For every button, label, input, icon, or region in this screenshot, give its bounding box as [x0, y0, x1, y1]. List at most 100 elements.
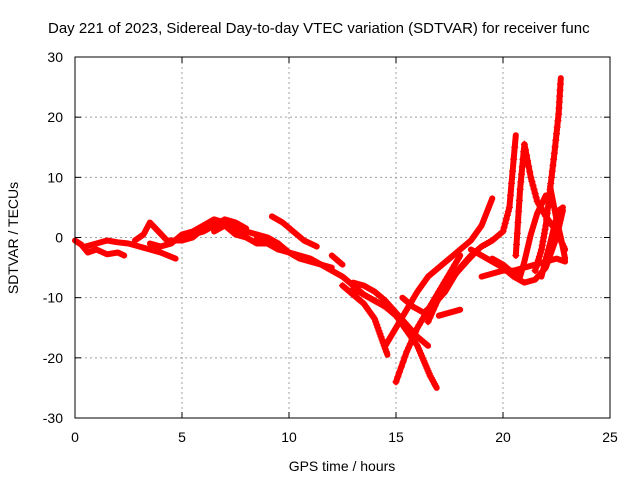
point-marker	[546, 185, 554, 193]
point-marker	[401, 353, 409, 361]
point-marker	[524, 157, 532, 165]
point-marker	[503, 211, 511, 219]
point-marker	[515, 207, 523, 215]
point-marker	[526, 168, 534, 176]
point-marker	[381, 345, 389, 353]
point-marker	[499, 227, 507, 235]
x-tick-label: 5	[178, 429, 186, 445]
point-marker	[373, 321, 381, 329]
point-marker	[375, 327, 383, 335]
point-marker	[399, 358, 407, 366]
point-marker	[548, 173, 556, 181]
point-marker	[530, 185, 538, 193]
point-marker	[543, 209, 551, 217]
point-marker	[523, 151, 531, 159]
point-marker	[502, 215, 510, 223]
point-marker	[555, 110, 563, 118]
point-marker	[513, 229, 521, 237]
y-tick-label: 0	[55, 230, 63, 246]
point-marker	[550, 149, 558, 157]
point-marker	[397, 363, 405, 371]
point-marker	[556, 86, 564, 94]
point-marker	[403, 348, 411, 356]
point-marker	[544, 203, 552, 211]
point-marker	[517, 178, 525, 186]
point-marker	[424, 318, 432, 326]
point-marker	[556, 92, 564, 100]
point-marker	[529, 181, 537, 189]
series-arc-5	[179, 216, 250, 241]
axis-ticks: 0 5 10 15 20 25 -30 -20 -10 0 10 20 30	[43, 49, 618, 445]
point-marker	[412, 328, 420, 336]
point-marker	[533, 260, 541, 268]
point-marker	[431, 302, 439, 310]
point-marker	[554, 230, 562, 238]
point-marker	[545, 191, 553, 199]
point-marker	[429, 306, 437, 314]
point-marker	[515, 196, 523, 204]
point-marker	[521, 146, 529, 154]
point-marker	[527, 173, 535, 181]
point-marker	[538, 242, 546, 250]
series-arc-21	[489, 192, 549, 280]
point-marker	[555, 98, 563, 106]
series-arc-1	[72, 237, 128, 259]
x-tick-label: 15	[388, 429, 404, 445]
point-marker	[536, 249, 544, 257]
point-marker	[516, 185, 524, 193]
point-marker	[514, 218, 522, 226]
point-marker	[392, 378, 400, 386]
point-marker	[553, 130, 560, 138]
series-arc-18	[435, 306, 464, 319]
point-marker	[500, 223, 508, 231]
point-marker	[509, 167, 517, 175]
series-arc-25	[547, 183, 569, 262]
point-marker	[382, 348, 390, 356]
x-axis-label: GPS time / hours	[289, 458, 396, 474]
point-marker	[408, 336, 416, 344]
series-arc-9	[268, 213, 320, 250]
point-marker	[525, 162, 533, 170]
point-marker	[371, 315, 379, 323]
point-marker	[556, 80, 564, 88]
point-marker	[377, 333, 385, 341]
point-marker	[531, 267, 539, 275]
point-marker	[558, 240, 566, 248]
point-marker	[426, 314, 434, 322]
y-tick-label: -30	[43, 410, 63, 426]
point-marker	[372, 318, 380, 326]
point-marker	[428, 310, 436, 318]
point-marker	[551, 143, 559, 151]
point-marker	[553, 123, 561, 131]
point-marker	[518, 170, 526, 178]
point-marker	[513, 241, 521, 249]
point-marker	[549, 161, 557, 169]
chart-title: Day 221 of 2023, Sidereal Day-to-day VTE…	[48, 20, 590, 37]
series-arc-10	[328, 252, 346, 268]
point-marker	[510, 155, 518, 163]
point-marker	[531, 189, 539, 197]
y-tick-label: -20	[43, 350, 63, 366]
y-tick-label: -10	[43, 290, 63, 306]
point-marker	[553, 227, 560, 235]
point-marker	[454, 255, 462, 263]
point-marker	[542, 221, 550, 229]
point-marker	[555, 104, 563, 112]
point-marker	[555, 234, 563, 241]
point-marker	[512, 252, 520, 260]
point-marker	[406, 340, 414, 348]
point-marker	[374, 324, 382, 332]
point-marker	[539, 238, 547, 246]
point-marker	[548, 167, 556, 175]
point-marker	[554, 117, 562, 125]
series-arc-8	[253, 234, 367, 298]
point-marker	[511, 143, 519, 151]
x-tick-label: 25	[602, 429, 618, 445]
series-arc-19	[467, 207, 566, 286]
point-marker	[552, 136, 560, 144]
point-marker	[540, 229, 548, 237]
point-marker	[543, 215, 551, 223]
series-arc-24	[538, 204, 566, 280]
point-marker	[501, 219, 509, 227]
